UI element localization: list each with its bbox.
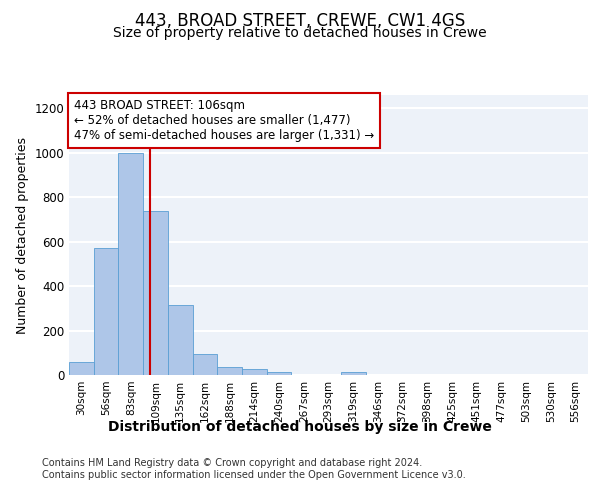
- Bar: [341, 372, 365, 375]
- Y-axis label: Number of detached properties: Number of detached properties: [16, 136, 29, 334]
- Bar: [69, 362, 94, 375]
- Text: Size of property relative to detached houses in Crewe: Size of property relative to detached ho…: [113, 26, 487, 40]
- Bar: [193, 354, 217, 375]
- Text: 443, BROAD STREET, CREWE, CW1 4GS: 443, BROAD STREET, CREWE, CW1 4GS: [135, 12, 465, 30]
- Bar: [94, 248, 118, 375]
- Bar: [217, 367, 242, 375]
- Text: Distribution of detached houses by size in Crewe: Distribution of detached houses by size …: [108, 420, 492, 434]
- Bar: [143, 210, 168, 375]
- Bar: [168, 305, 193, 375]
- Bar: [267, 372, 292, 375]
- Text: Contains HM Land Registry data © Crown copyright and database right 2024.
Contai: Contains HM Land Registry data © Crown c…: [42, 458, 466, 480]
- Bar: [118, 153, 143, 375]
- Text: 443 BROAD STREET: 106sqm
← 52% of detached houses are smaller (1,477)
47% of sem: 443 BROAD STREET: 106sqm ← 52% of detach…: [74, 99, 374, 142]
- Bar: [242, 370, 267, 375]
